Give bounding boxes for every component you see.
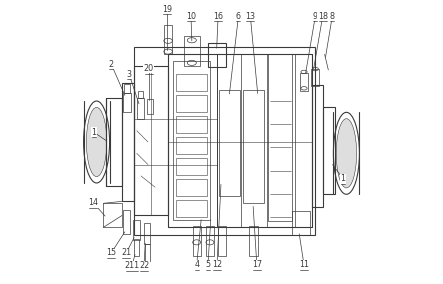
Text: 19: 19	[162, 5, 172, 14]
Text: 14: 14	[88, 198, 98, 207]
Bar	[168, 55, 312, 227]
Bar	[144, 223, 150, 244]
Bar	[168, 55, 217, 227]
Bar	[133, 220, 140, 239]
Bar	[105, 98, 122, 186]
Bar	[135, 66, 168, 216]
Bar	[217, 55, 312, 227]
Text: 11: 11	[299, 260, 309, 270]
Bar	[176, 179, 207, 196]
Bar	[174, 61, 210, 220]
Bar	[176, 74, 207, 91]
Text: 20: 20	[144, 64, 154, 73]
Bar	[122, 83, 134, 201]
Text: 12: 12	[212, 260, 222, 270]
Text: 13: 13	[245, 12, 255, 21]
Text: 1: 1	[91, 128, 96, 137]
Text: 8: 8	[330, 12, 335, 21]
Bar	[219, 90, 240, 196]
Text: 16: 16	[213, 12, 223, 21]
Text: 17: 17	[252, 260, 262, 270]
Bar	[124, 84, 130, 93]
Bar	[147, 99, 153, 114]
Bar	[218, 226, 226, 256]
Bar	[135, 239, 139, 256]
Bar	[135, 47, 315, 235]
Text: 22: 22	[139, 261, 149, 270]
Bar	[268, 55, 292, 221]
Text: 6: 6	[236, 12, 241, 21]
Bar	[137, 99, 144, 119]
Bar	[123, 93, 131, 112]
Bar	[243, 90, 264, 203]
Ellipse shape	[336, 119, 357, 188]
Bar	[323, 107, 334, 194]
Bar	[123, 210, 130, 234]
Text: 21: 21	[121, 248, 131, 257]
Text: 10: 10	[186, 12, 196, 21]
Bar	[176, 95, 207, 112]
Text: 18: 18	[318, 12, 328, 21]
Text: 9: 9	[313, 12, 318, 21]
Text: 5: 5	[206, 260, 210, 270]
Bar	[145, 244, 150, 261]
Bar	[291, 211, 310, 235]
Text: 2: 2	[109, 60, 114, 69]
Bar	[193, 226, 201, 256]
Bar	[300, 73, 308, 91]
Ellipse shape	[86, 107, 107, 177]
Bar	[312, 85, 323, 207]
Text: 3: 3	[127, 70, 132, 79]
Bar	[103, 203, 122, 227]
Bar	[176, 158, 207, 175]
Text: 211: 211	[124, 261, 140, 270]
Bar	[176, 200, 207, 217]
Bar	[138, 91, 143, 99]
Bar	[184, 36, 200, 66]
Text: 1: 1	[341, 174, 346, 183]
Bar	[208, 43, 226, 67]
Bar	[311, 69, 319, 86]
Bar	[206, 226, 214, 256]
Bar	[164, 25, 172, 55]
Text: 15: 15	[106, 248, 117, 257]
Bar	[176, 137, 207, 154]
Bar	[176, 116, 207, 133]
Text: 4: 4	[194, 260, 199, 270]
Bar	[249, 226, 258, 256]
